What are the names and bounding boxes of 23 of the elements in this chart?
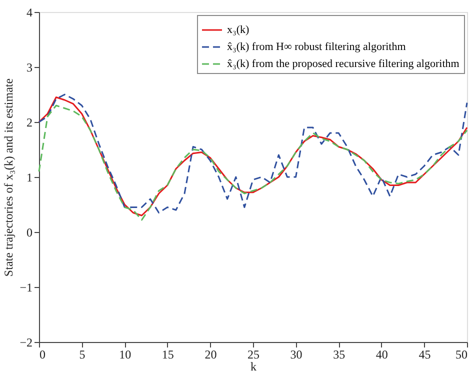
y-tick-label: 1 bbox=[26, 170, 32, 184]
legend-label: x̂₃(k) from H∞ robust filtering algorithm bbox=[227, 41, 406, 53]
y-axis-title: State trajectories of x₃(k) and its estimate bbox=[2, 78, 16, 277]
x-tick-label: 40 bbox=[376, 348, 388, 362]
y-tick-label: −2 bbox=[20, 336, 32, 350]
x-tick-label: 35 bbox=[333, 348, 346, 362]
x-axis-title: k bbox=[250, 360, 256, 374]
x-tick-label: 50 bbox=[456, 348, 468, 362]
y-tick-label: 3 bbox=[26, 60, 32, 74]
y-tick-label: 2 bbox=[26, 116, 32, 130]
y-tick-label: 0 bbox=[26, 226, 32, 240]
x-tick-label: 30 bbox=[290, 348, 302, 362]
y-tick-label: −1 bbox=[20, 280, 32, 294]
x-tick-label: 45 bbox=[418, 348, 431, 362]
x-tick-label: 25 bbox=[248, 348, 260, 362]
x-tick-label: 15 bbox=[162, 348, 174, 362]
x-tick-label: 0 bbox=[40, 348, 46, 362]
y-tick-label: 4 bbox=[26, 6, 32, 20]
x-tick-label: 5 bbox=[79, 348, 86, 362]
x-tick-label: 10 bbox=[119, 348, 132, 362]
legend-label: x₃(k) bbox=[227, 24, 250, 36]
x-tick-label: 20 bbox=[204, 348, 217, 362]
legend-label: x̂₃(k) from the proposed recursive filtering algorithm bbox=[227, 58, 460, 70]
